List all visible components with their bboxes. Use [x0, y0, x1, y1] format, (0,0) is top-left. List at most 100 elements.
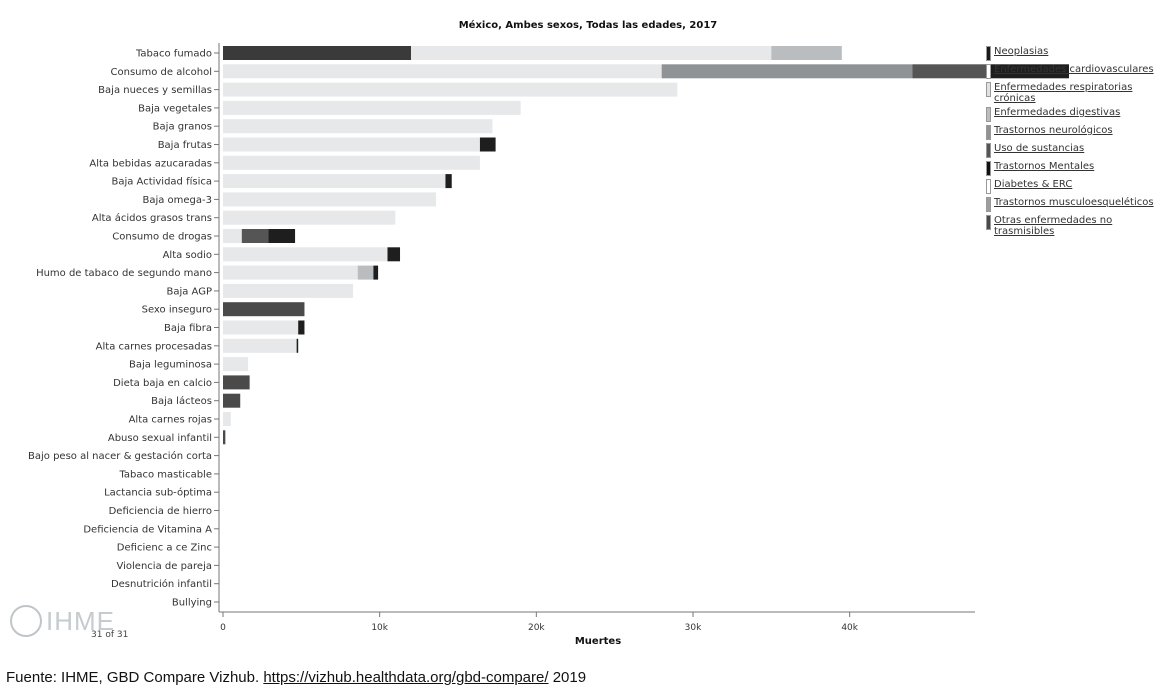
category-label: Violencia de pareja [117, 561, 212, 572]
bar-segment[interactable] [223, 320, 299, 335]
bar-segment[interactable] [990, 64, 1069, 79]
bar-segment[interactable] [411, 46, 772, 60]
legend-label: Trastornos musculoesqueléticos [994, 197, 1154, 208]
bar-segment[interactable] [912, 64, 991, 79]
category-label: Alta bebidas azucaradas [89, 158, 212, 169]
ihme-logo: IHME [10, 605, 115, 637]
category-label: Baja lácteos [151, 395, 212, 407]
source-year: 2019 [552, 669, 587, 686]
x-tick-label: 0 [220, 623, 226, 633]
bar-segment[interactable] [223, 302, 305, 317]
legend-item[interactable]: Trastornos Mentales [986, 161, 1156, 176]
bars [223, 46, 1069, 445]
bar-segment[interactable] [479, 137, 496, 152]
legend-label: Enfermedades digestivas [994, 107, 1121, 118]
bar-segment[interactable] [223, 357, 249, 372]
bar-segment[interactable] [223, 174, 446, 189]
legend-item[interactable]: Otras enfermedades no trasmisibles [986, 215, 1156, 237]
bar-segment[interactable] [373, 265, 379, 280]
bar-segment[interactable] [223, 46, 411, 60]
legend-label: Enfermedades respiratorias crónicas [994, 82, 1133, 104]
bar-segment[interactable] [223, 430, 226, 445]
legend-label: Otras enfermedades no trasmisibles [994, 215, 1113, 237]
category-label: Baja granos [153, 122, 212, 133]
legend: Neoplasias Enfermedades cardiovasculares E… [986, 46, 1156, 240]
bar-segment[interactable] [223, 119, 493, 134]
bar-segment[interactable] [223, 375, 250, 390]
category-label: Desnutrición infantil [111, 578, 212, 590]
bar-segment[interactable] [223, 338, 297, 353]
x-axis-title: Muertes [575, 636, 621, 647]
bar-segment[interactable] [445, 174, 452, 189]
legend-swatch [986, 82, 991, 97]
bar-segment[interactable] [223, 412, 231, 426]
bar-segment[interactable] [223, 192, 437, 207]
category-label: Humo de tabaco de segundo mano [36, 268, 212, 279]
x-axis-ticks: 0 10k 20k 30k 40k [220, 612, 859, 633]
bar-segment[interactable] [298, 320, 305, 335]
legend-label: Enfermedades cardiovasculares [994, 64, 1154, 75]
bar-segment[interactable] [223, 137, 480, 152]
bar-segment[interactable] [223, 64, 662, 79]
legend-item[interactable]: Diabetes & ERC [986, 179, 1156, 194]
legend-label: Uso de sustancias [994, 143, 1085, 154]
legend-swatch [986, 143, 991, 158]
legend-item[interactable]: Enfermedades respiratorias crónicas [986, 82, 1156, 104]
bar-segment[interactable] [296, 338, 299, 353]
bar-segment[interactable] [223, 247, 388, 262]
bar-segment[interactable] [223, 82, 678, 97]
category-label: Alta carnes procesadas [96, 341, 212, 352]
category-count: 31 of 31 [91, 630, 129, 640]
source-link[interactable]: https://vizhub.healthdata.org/gbd-compar… [263, 669, 549, 686]
bar-segment[interactable] [223, 283, 354, 298]
category-label: Deficiencia de hierro [109, 506, 212, 517]
bar-segment[interactable] [357, 265, 374, 280]
bar-segment[interactable] [223, 393, 241, 408]
bar-segment[interactable] [223, 155, 480, 170]
category-label: Deficiencia de Vitamina A [83, 524, 212, 535]
category-label: Tabaco fumado [135, 49, 212, 60]
legend-item[interactable]: Enfermedades cardiovasculares [986, 64, 1156, 79]
category-label: Tabaco masticable [118, 469, 212, 480]
legend-swatch [986, 46, 991, 61]
bar-segment[interactable] [241, 229, 269, 243]
bar-segment[interactable] [771, 46, 842, 60]
source-prefix: Fuente: IHME, GBD Compare Vizhub. [6, 669, 260, 686]
x-tick-label: 40k [841, 623, 858, 633]
legend-swatch [986, 215, 991, 230]
category-label: Alta carnes rojas [129, 415, 212, 426]
category-label: Baja omega-3 [142, 195, 212, 206]
legend-swatch [986, 179, 991, 194]
bar-segment[interactable] [223, 265, 358, 280]
legend-swatch [986, 197, 991, 212]
legend-item[interactable]: Enfermedades digestivas [986, 107, 1156, 122]
category-label: Deficienc a ce Zinc [117, 543, 212, 554]
bar-segment[interactable] [223, 210, 396, 225]
legend-item[interactable]: Uso de sustancias [986, 143, 1156, 158]
category-label: Dieta baja en calcio [113, 378, 212, 389]
category-label: Sexo inseguro [142, 305, 212, 316]
category-label: Baja Actividad física [111, 176, 212, 188]
category-labels: Tabaco fumado Consumo de alcohol Baja nuec… [28, 49, 219, 609]
bar-segment[interactable] [223, 100, 521, 115]
category-label: Baja vegetales [138, 103, 212, 114]
legend-item[interactable]: Neoplasias [986, 46, 1156, 61]
category-label: Consumo de alcohol [111, 67, 212, 78]
bar-segment[interactable] [268, 229, 296, 243]
legend-label: Neoplasias [994, 46, 1049, 57]
category-label: Baja nueces y semillas [98, 85, 212, 96]
legend-swatch [986, 161, 991, 176]
legend-item[interactable]: Trastornos neurológicos [986, 125, 1156, 140]
category-label: Abuso sexual infantil [108, 433, 212, 444]
category-label: Consumo de drogas [112, 232, 212, 243]
bar-segment[interactable] [223, 229, 242, 243]
legend-swatch [986, 125, 991, 140]
category-label: Alta ácidos grasos trans [92, 212, 212, 224]
bar-segment[interactable] [661, 64, 913, 79]
source-caption: Fuente: IHME, GBD Compare Vizhub. https:… [6, 669, 586, 686]
legend-item[interactable]: Trastornos musculoesqueléticos [986, 197, 1156, 212]
bar-segment[interactable] [387, 247, 401, 262]
legend-swatch [986, 107, 991, 122]
category-label: Baja leguminosa [129, 360, 212, 371]
